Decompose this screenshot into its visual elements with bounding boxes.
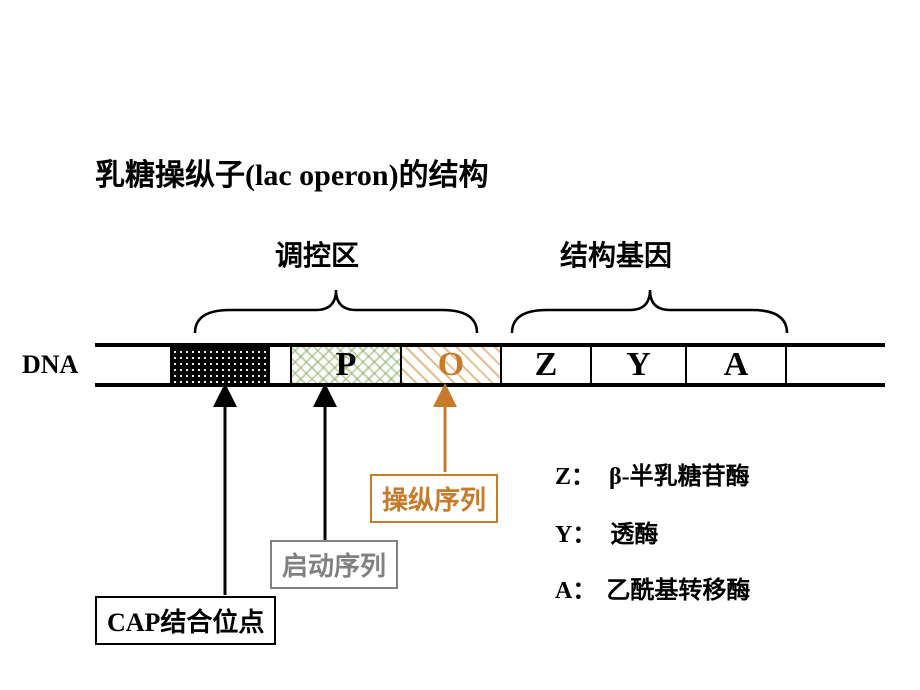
legend-z-key: Z： xyxy=(555,464,595,490)
cap-box-label: CAP结合位点 xyxy=(95,596,276,645)
seg-gene-y: Y xyxy=(592,347,687,383)
seg-y-label: Y xyxy=(626,346,651,384)
dna-strip: P O Z Y A xyxy=(95,343,885,387)
promoter-box-label: 启动序列 xyxy=(270,540,398,589)
brace-regulatory xyxy=(195,290,477,333)
seg-z-label: Z xyxy=(535,346,558,384)
dna-label: DNA xyxy=(22,350,78,380)
legend-z: Z： β-半乳糖苷酶 xyxy=(555,456,750,491)
legend-y-text: 透酶 xyxy=(610,522,658,548)
structural-genes-label: 结构基因 xyxy=(560,234,672,274)
seg-blank-left xyxy=(95,347,170,383)
brace-structural xyxy=(512,290,787,333)
legend-a-key: A： xyxy=(555,578,596,604)
legend-a-text: 乙酰基转移酶 xyxy=(606,578,750,604)
seg-gene-z: Z xyxy=(502,347,592,383)
regulatory-region-label: 调控区 xyxy=(275,234,359,274)
seg-operator: O xyxy=(402,347,502,383)
diagram-container: 乳糖操纵子(lac operon)的结构 DNA 调控区 结构基因 P O Z … xyxy=(0,0,920,690)
seg-gene-a: A xyxy=(687,347,787,383)
seg-promoter: P xyxy=(290,347,402,383)
seg-o-label: O xyxy=(438,346,464,384)
seg-gap xyxy=(270,347,290,383)
legend-y: Y： 透酶 xyxy=(555,514,658,549)
operator-box-label: 操纵序列 xyxy=(370,474,498,523)
seg-cap-site xyxy=(170,347,270,383)
seg-a-label: A xyxy=(724,346,749,384)
legend-z-text: β-半乳糖苷酶 xyxy=(609,464,750,490)
seg-blank-right xyxy=(787,347,885,383)
legend-y-key: Y： xyxy=(555,522,596,548)
seg-p-label: P xyxy=(336,346,357,384)
diagram-title: 乳糖操纵子(lac operon)的结构 xyxy=(95,150,489,194)
legend-a: A： 乙酰基转移酶 xyxy=(555,570,750,605)
